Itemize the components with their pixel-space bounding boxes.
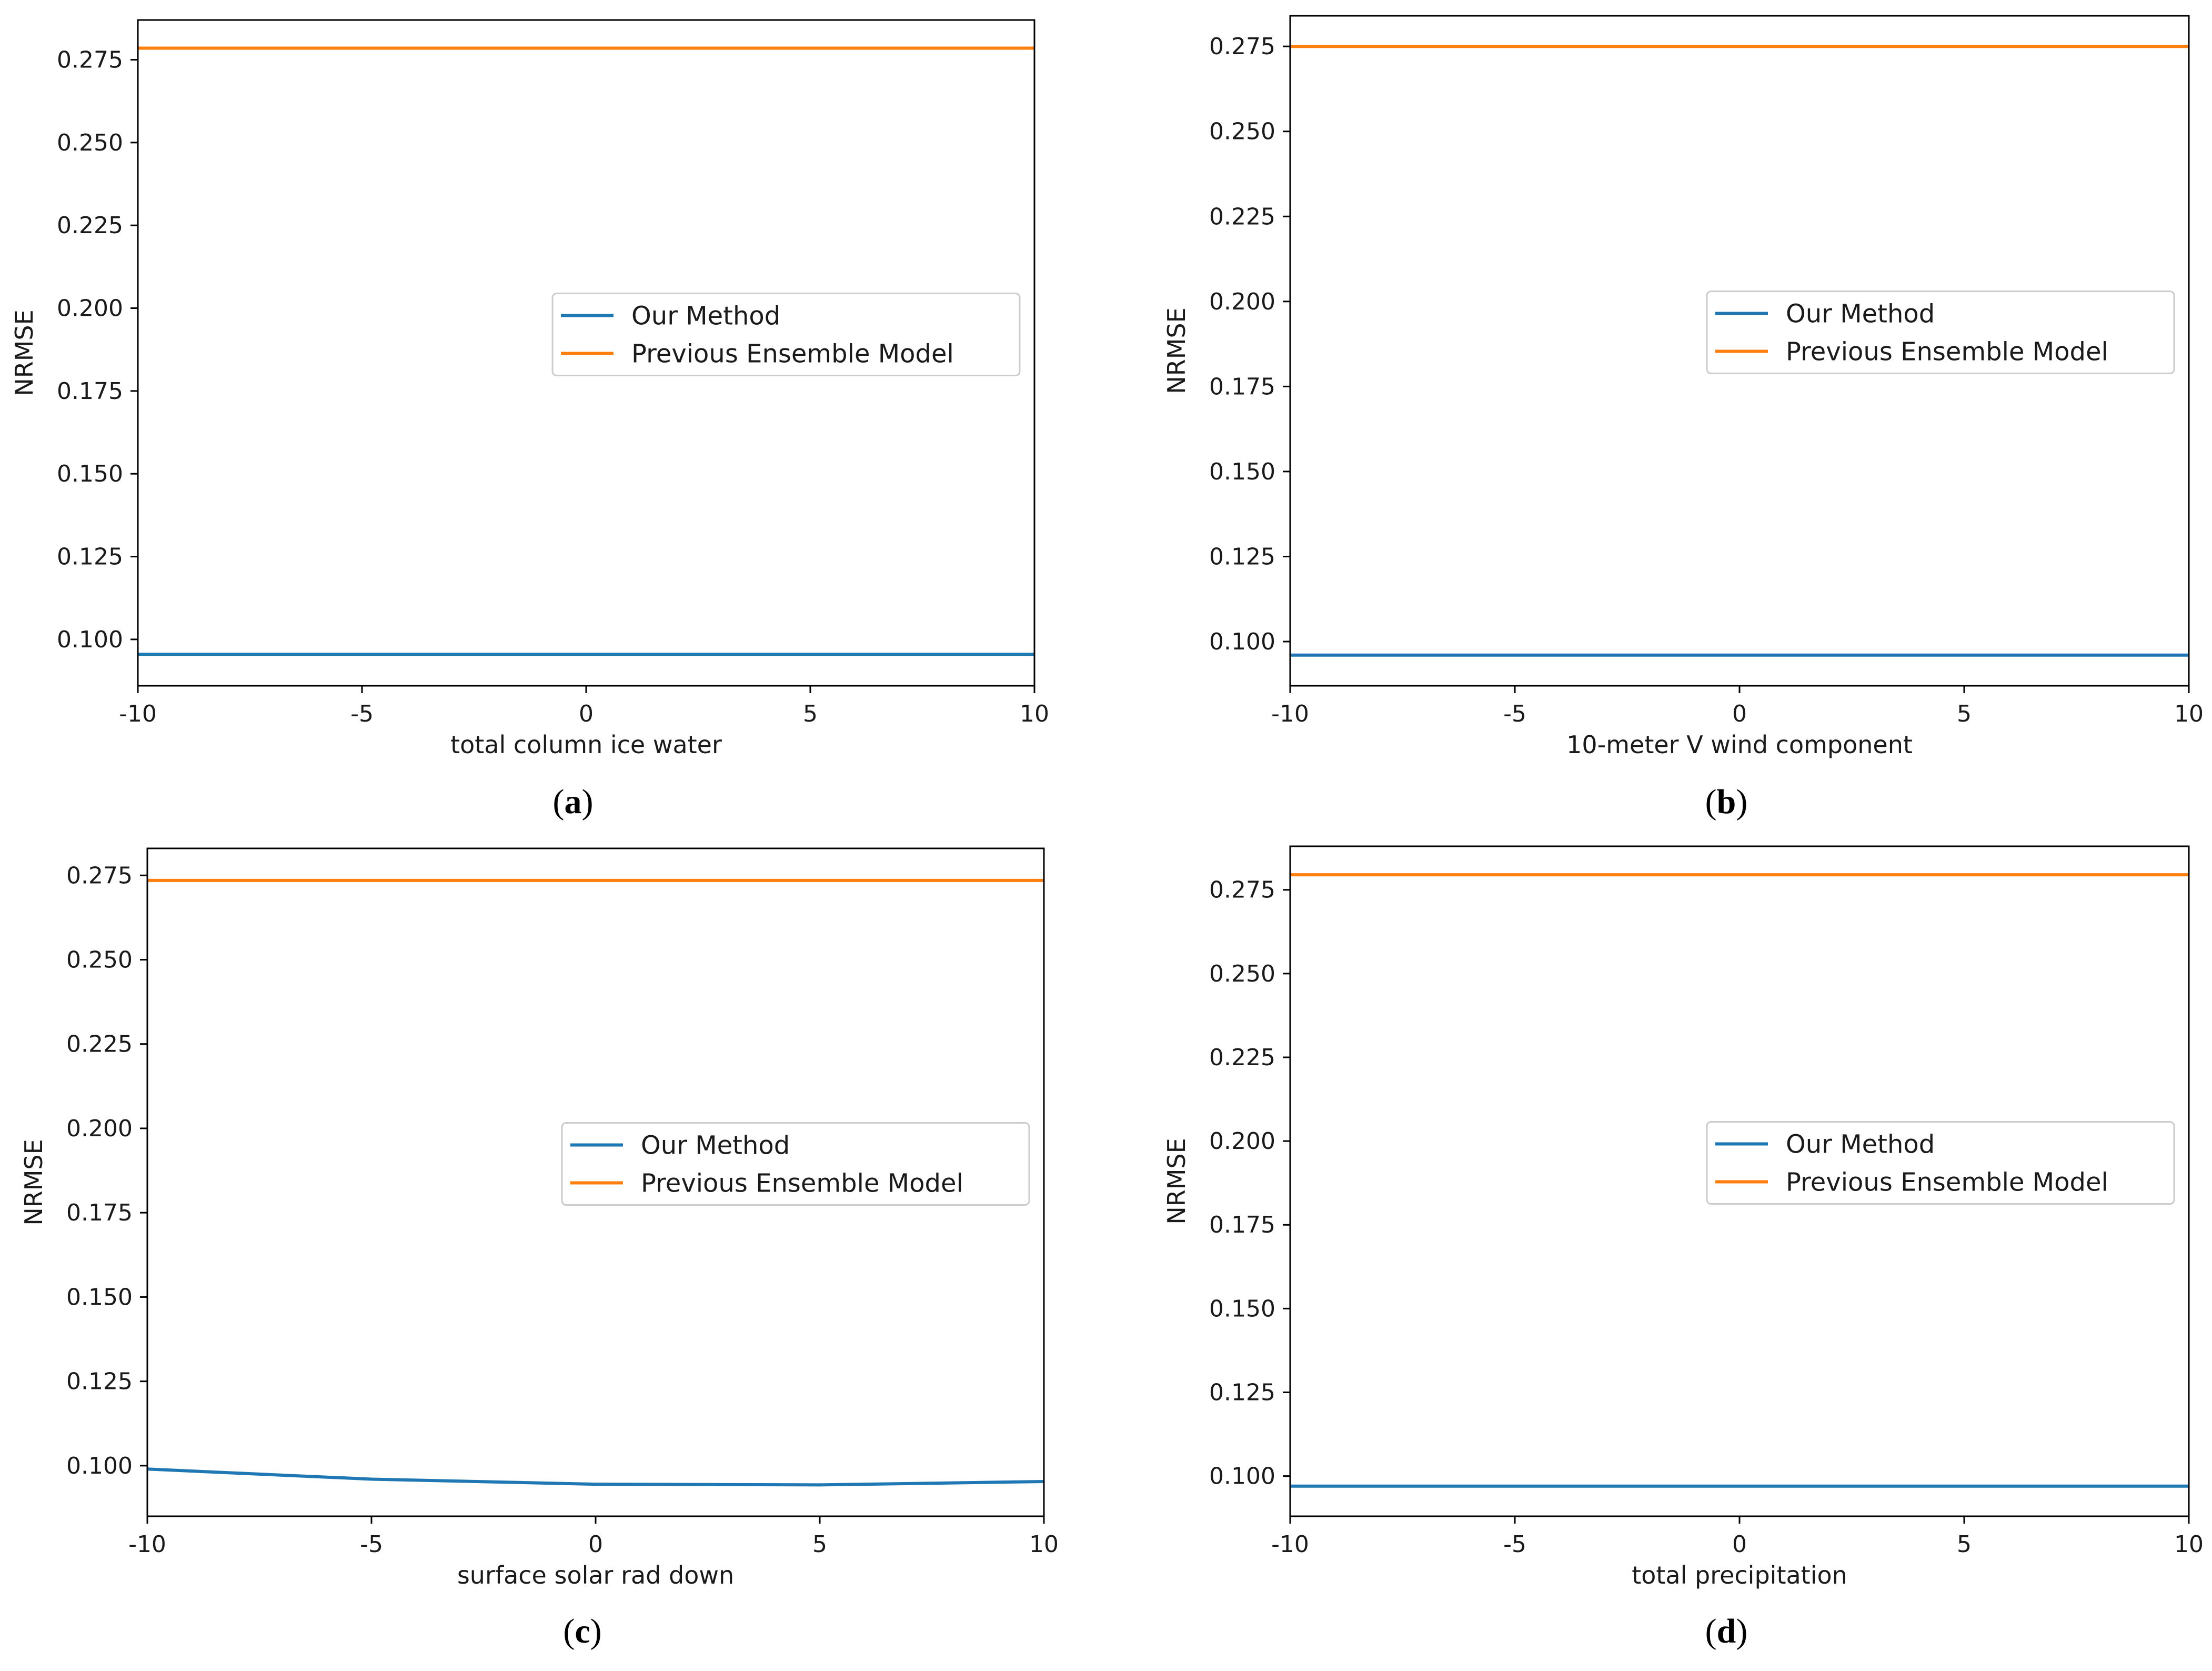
y-tick-label: 0.275 bbox=[1209, 33, 1275, 60]
x-tick-label: 5 bbox=[812, 1531, 827, 1558]
x-tick-label: -5 bbox=[1503, 701, 1526, 727]
legend-box bbox=[1706, 291, 2175, 374]
y-tick-label: 0.175 bbox=[1209, 373, 1275, 400]
y-tick-label: 0.125 bbox=[57, 544, 123, 571]
x-tick-label: 0 bbox=[588, 1531, 603, 1558]
x-tick-label: 5 bbox=[803, 701, 818, 727]
y-axis-label: NRMSE bbox=[1162, 307, 1191, 394]
legend-label-previous-ensemble-model: Previous Ensemble Model bbox=[641, 1169, 963, 1198]
y-tick-label: 0.150 bbox=[66, 1284, 133, 1310]
y-tick-label: 0.125 bbox=[1209, 1379, 1275, 1406]
y-tick-label: 0.200 bbox=[66, 1115, 133, 1142]
legend-label-previous-ensemble-model: Previous Ensemble Model bbox=[1786, 1168, 2108, 1197]
y-tick-label: 0.175 bbox=[66, 1199, 133, 1226]
legend-label-previous-ensemble-model: Previous Ensemble Model bbox=[1786, 337, 2108, 367]
y-tick-label: 0.250 bbox=[1209, 118, 1275, 145]
y-tick-label: 0.225 bbox=[1209, 1044, 1275, 1071]
y-tick-label: 0.150 bbox=[57, 461, 123, 487]
y-tick-label: 0.250 bbox=[1209, 960, 1275, 987]
x-tick-label: 10 bbox=[2174, 1531, 2204, 1558]
x-tick-label: 0 bbox=[579, 701, 594, 727]
legend-box bbox=[551, 293, 1021, 376]
y-tick-label: 0.175 bbox=[1209, 1212, 1275, 1238]
y-tick-label: 0.200 bbox=[57, 295, 123, 322]
y-tick-label: 0.175 bbox=[57, 378, 123, 405]
x-tick-label: -10 bbox=[1271, 701, 1309, 727]
y-tick-label: 0.225 bbox=[57, 212, 123, 239]
x-axis-label: 10-meter V wind component bbox=[1566, 731, 1913, 759]
legend-label-our-method: Our Method bbox=[641, 1131, 790, 1160]
x-tick-label: 5 bbox=[1957, 701, 1972, 727]
x-tick-label: -10 bbox=[1271, 1531, 1309, 1558]
y-axis-label: NRMSE bbox=[19, 1139, 48, 1225]
panel-caption: (c) bbox=[563, 1612, 601, 1650]
x-axis-label: surface solar rad down bbox=[457, 1561, 734, 1589]
legend: Our Method Previous Ensemble Model bbox=[561, 1122, 1030, 1206]
y-tick-label: 0.250 bbox=[57, 129, 123, 156]
legend-label-our-method: Our Method bbox=[1786, 1130, 1935, 1159]
y-tick-label: 0.225 bbox=[66, 1031, 133, 1058]
y-tick-label: 0.250 bbox=[66, 947, 133, 974]
x-tick-label: 10 bbox=[2174, 701, 2204, 727]
x-tick-label: -10 bbox=[128, 1531, 166, 1558]
y-tick-label: 0.100 bbox=[57, 626, 123, 653]
x-tick-label: 0 bbox=[1732, 701, 1747, 727]
chart-panel-b: 0.100 0.125 0.150 0.175 0.200 0.225 0.250 0.275… bbox=[1162, 15, 2204, 821]
y-tick-label: 0.275 bbox=[1209, 877, 1275, 904]
chart-panel-c: 0.100 0.125 0.150 0.175 0.200 0.225 0.250 0.275… bbox=[19, 847, 1059, 1650]
y-axis-label: NRMSE bbox=[1162, 1138, 1191, 1224]
x-axis-label: total precipitation bbox=[1632, 1561, 1847, 1589]
panel-caption: (b) bbox=[1705, 783, 1748, 821]
chart-panel-d: 0.100 0.125 0.150 0.175 0.200 0.225 0.250 0.275… bbox=[1162, 845, 2204, 1650]
legend-box bbox=[561, 1122, 1030, 1206]
legend-label-previous-ensemble-model: Previous Ensemble Model bbox=[631, 339, 954, 369]
y-tick-label: 0.150 bbox=[1209, 1295, 1275, 1322]
x-tick-label: -5 bbox=[350, 701, 374, 727]
y-tick-label: 0.275 bbox=[57, 47, 123, 74]
x-axis-label: total column ice water bbox=[450, 731, 722, 759]
panel-caption: (a) bbox=[553, 783, 594, 821]
legend: Our Method Previous Ensemble Model bbox=[551, 293, 1021, 376]
y-tick-label: 0.100 bbox=[66, 1453, 133, 1479]
legend-label-our-method: Our Method bbox=[631, 302, 780, 331]
legend: Our Method Previous Ensemble Model bbox=[1706, 1121, 2175, 1205]
x-tick-label: 0 bbox=[1732, 1531, 1747, 1558]
y-axis-label: NRMSE bbox=[10, 309, 38, 396]
chart-panel-a: 0.100 0.125 0.150 0.175 0.200 0.225 0.250 0.275… bbox=[10, 19, 1049, 821]
panel-caption: (d) bbox=[1705, 1612, 1748, 1650]
series-line-our-method bbox=[147, 1467, 1044, 1487]
y-tick-label: 0.275 bbox=[66, 862, 133, 889]
y-tick-label: 0.150 bbox=[1209, 458, 1275, 485]
y-tick-label: 0.225 bbox=[1209, 203, 1275, 230]
legend: Our Method Previous Ensemble Model bbox=[1706, 291, 2175, 374]
legend-label-our-method: Our Method bbox=[1786, 299, 1935, 329]
y-tick-label: 0.125 bbox=[66, 1368, 133, 1395]
y-tick-label: 0.125 bbox=[1209, 543, 1275, 570]
legend-box bbox=[1706, 1121, 2175, 1205]
y-tick-label: 0.200 bbox=[1209, 1128, 1275, 1155]
y-tick-label: 0.100 bbox=[1209, 628, 1275, 655]
y-tick-label: 0.100 bbox=[1209, 1463, 1275, 1490]
x-tick-label: 10 bbox=[1029, 1531, 1059, 1558]
x-tick-label: 10 bbox=[1020, 701, 1049, 727]
x-tick-label: -5 bbox=[360, 1531, 383, 1558]
x-tick-label: -5 bbox=[1503, 1531, 1526, 1558]
x-tick-label: 5 bbox=[1957, 1531, 1972, 1558]
x-tick-label: -10 bbox=[119, 701, 157, 727]
y-tick-label: 0.200 bbox=[1209, 288, 1275, 315]
